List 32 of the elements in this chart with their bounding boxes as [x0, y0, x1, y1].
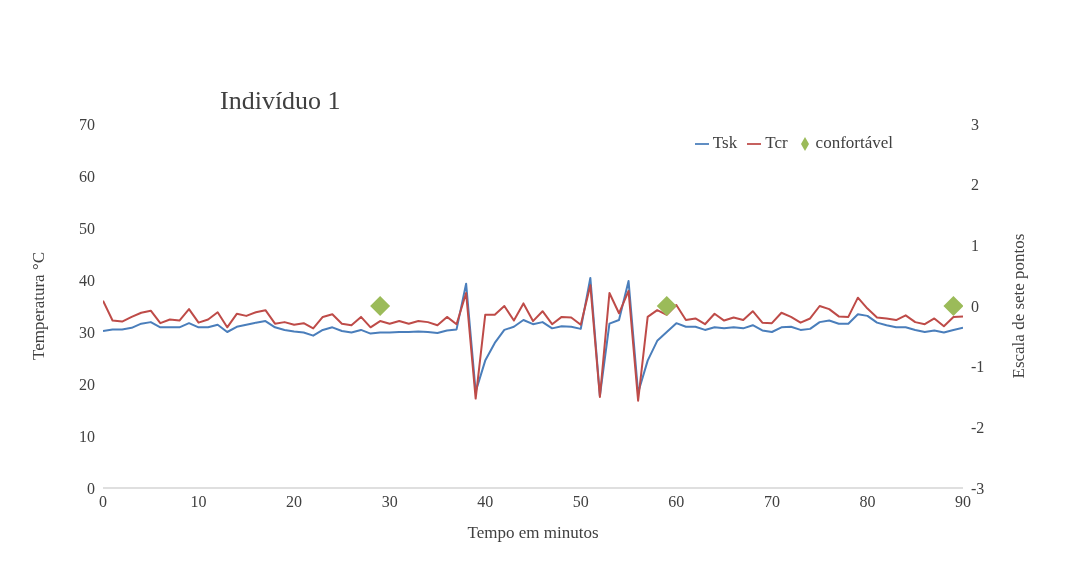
y2-tick-label: -3 [971, 479, 985, 497]
y2-tick-label: 3 [971, 115, 979, 133]
y-axis-title: Temperatura °C [29, 251, 49, 361]
y-tick-label: 50 [79, 219, 95, 237]
y2-tick-label: 1 [971, 237, 979, 255]
legend-label: Tcr [765, 133, 788, 152]
y2-tick-label: 2 [971, 176, 979, 194]
y-tick-label: 30 [79, 323, 95, 341]
x-tick-label: 60 [668, 493, 685, 511]
x-tick-label: 70 [763, 493, 780, 511]
y2-axis-title: Escala de sete pontos [1009, 233, 1029, 379]
x-tick-label: 0 [99, 493, 107, 511]
x-tick-label: 40 [477, 493, 494, 511]
chart-title: Indivíduo 1 [220, 86, 341, 116]
x-axis-title: Tempo em minutos [467, 523, 599, 542]
x-tick-label: 90 [955, 493, 971, 511]
y-tick-label: 0 [87, 479, 95, 497]
x-tick-label: 80 [859, 493, 876, 511]
y2-tick-label: 0 [971, 297, 979, 315]
y-tick-label: 40 [79, 271, 95, 289]
x-tick-label: 20 [286, 493, 303, 511]
y2-tick-label: -2 [971, 419, 985, 437]
x-tick-label: 30 [381, 493, 398, 511]
x-tick-label: 10 [190, 493, 207, 511]
x-tick-label: 50 [572, 493, 589, 511]
y-tick-label: 70 [79, 115, 95, 133]
legend-label: Tsk [712, 133, 738, 152]
y-tick-label: 10 [79, 427, 95, 445]
y2-tick-label: -1 [971, 358, 985, 376]
legend-label: confortável [815, 133, 893, 152]
y-tick-label: 60 [79, 167, 95, 185]
y-tick-label: 20 [79, 375, 95, 393]
